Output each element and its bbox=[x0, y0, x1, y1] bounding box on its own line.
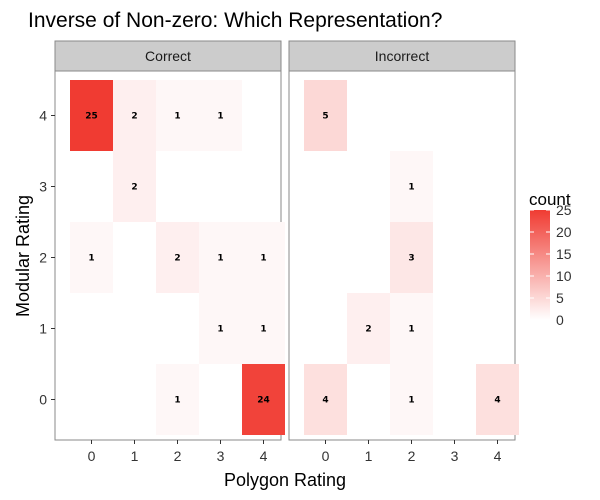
chart-title: Inverse of Non-zero: Which Representatio… bbox=[28, 9, 442, 32]
heatmap-cell bbox=[70, 80, 113, 151]
cell-value-label: 1 bbox=[174, 396, 180, 406]
cell-value-label: 1 bbox=[260, 325, 266, 335]
x-tick-label: 0 bbox=[88, 448, 96, 464]
x-tick-label: 2 bbox=[408, 448, 416, 464]
heatmap-cell bbox=[113, 80, 156, 151]
cell-value-label: 1 bbox=[174, 112, 180, 122]
legend-tick-label: 15 bbox=[556, 246, 572, 262]
cell-value-label: 1 bbox=[217, 112, 223, 122]
cell-value-label: 2 bbox=[131, 183, 137, 193]
cell-value-label: 2 bbox=[365, 325, 371, 335]
y-axis-title: Modular Rating bbox=[13, 195, 33, 317]
legend-tick-label: 0 bbox=[556, 312, 564, 328]
cell-value-label: 3 bbox=[408, 254, 414, 264]
cell-value-label: 2 bbox=[131, 112, 137, 122]
legend-ticks: 0 5 10 15 20 25 bbox=[530, 202, 572, 328]
legend-tick-label: 5 bbox=[556, 290, 564, 306]
y-axis-ticks: 0 1 2 3 4 bbox=[39, 108, 55, 408]
y-tick-label: 1 bbox=[39, 321, 47, 337]
heatmap-cell bbox=[390, 222, 433, 293]
legend-tick-label: 10 bbox=[556, 268, 572, 284]
heatmap-cell bbox=[156, 222, 199, 293]
heatmap-cell bbox=[156, 364, 199, 435]
heatmap-cell bbox=[304, 364, 347, 435]
heatmap-cell bbox=[390, 151, 433, 222]
cell-value-label: 25 bbox=[85, 112, 98, 122]
legend-tick-label: 25 bbox=[556, 202, 572, 218]
heatmap-cell bbox=[242, 293, 285, 364]
heatmap-cell bbox=[70, 222, 113, 293]
panel-cells-incorrect: 5 1 3 2 1 4 1 4 bbox=[304, 80, 519, 435]
y-tick-label: 2 bbox=[39, 250, 47, 266]
cell-value-label: 1 bbox=[217, 325, 223, 335]
heatmap-cell bbox=[242, 364, 285, 435]
cell-value-label: 24 bbox=[257, 396, 270, 406]
y-tick-label: 4 bbox=[39, 108, 47, 124]
legend-tick-label: 20 bbox=[556, 224, 572, 240]
cell-value-label: 1 bbox=[217, 254, 223, 264]
x-axis-title: Polygon Rating bbox=[224, 470, 346, 490]
panel-label-correct: Correct bbox=[145, 48, 191, 64]
x-tick-label: 1 bbox=[365, 448, 373, 464]
x-tick-label: 0 bbox=[322, 448, 330, 464]
heatmap-cell bbox=[390, 293, 433, 364]
cell-value-label: 5 bbox=[322, 112, 328, 122]
x-tick-label: 4 bbox=[494, 448, 502, 464]
cell-value-label: 1 bbox=[260, 254, 266, 264]
heatmap-cell bbox=[199, 293, 242, 364]
panel-label-incorrect: Incorrect bbox=[375, 48, 430, 64]
heatmap-cell bbox=[199, 222, 242, 293]
cell-value-label: 4 bbox=[494, 396, 500, 406]
heatmap-cell bbox=[304, 80, 347, 151]
x-tick-label: 4 bbox=[260, 448, 268, 464]
heatmap-cell bbox=[347, 293, 390, 364]
heatmap-cell bbox=[113, 151, 156, 222]
cell-value-label: 1 bbox=[408, 396, 414, 406]
heatmap-cell bbox=[390, 364, 433, 435]
heatmap-cell bbox=[156, 80, 199, 151]
y-tick-label: 0 bbox=[39, 392, 47, 408]
legend-title: count bbox=[529, 190, 571, 209]
legend-colorbar bbox=[530, 210, 550, 320]
cell-value-label: 1 bbox=[88, 254, 94, 264]
x-tick-label: 3 bbox=[451, 448, 459, 464]
heatmap-cell bbox=[242, 222, 285, 293]
cell-value-label: 1 bbox=[408, 325, 414, 335]
cell-value-label: 1 bbox=[408, 183, 414, 193]
x-axis-ticks: 0 1 2 3 4 0 1 2 3 4 bbox=[88, 440, 502, 464]
cell-value-label: 4 bbox=[322, 396, 328, 406]
x-tick-label: 1 bbox=[131, 448, 139, 464]
cell-value-label: 2 bbox=[174, 254, 180, 264]
x-tick-label: 3 bbox=[217, 448, 225, 464]
panel-strip-correct bbox=[54, 40, 282, 72]
heatmap-cell bbox=[476, 364, 519, 435]
x-tick-label: 2 bbox=[174, 448, 182, 464]
heatmap-cell bbox=[199, 80, 242, 151]
y-tick-label: 3 bbox=[39, 179, 47, 195]
panel-cells-correct: 25 2 1 1 2 1 2 1 1 1 1 1 24 bbox=[70, 80, 285, 435]
